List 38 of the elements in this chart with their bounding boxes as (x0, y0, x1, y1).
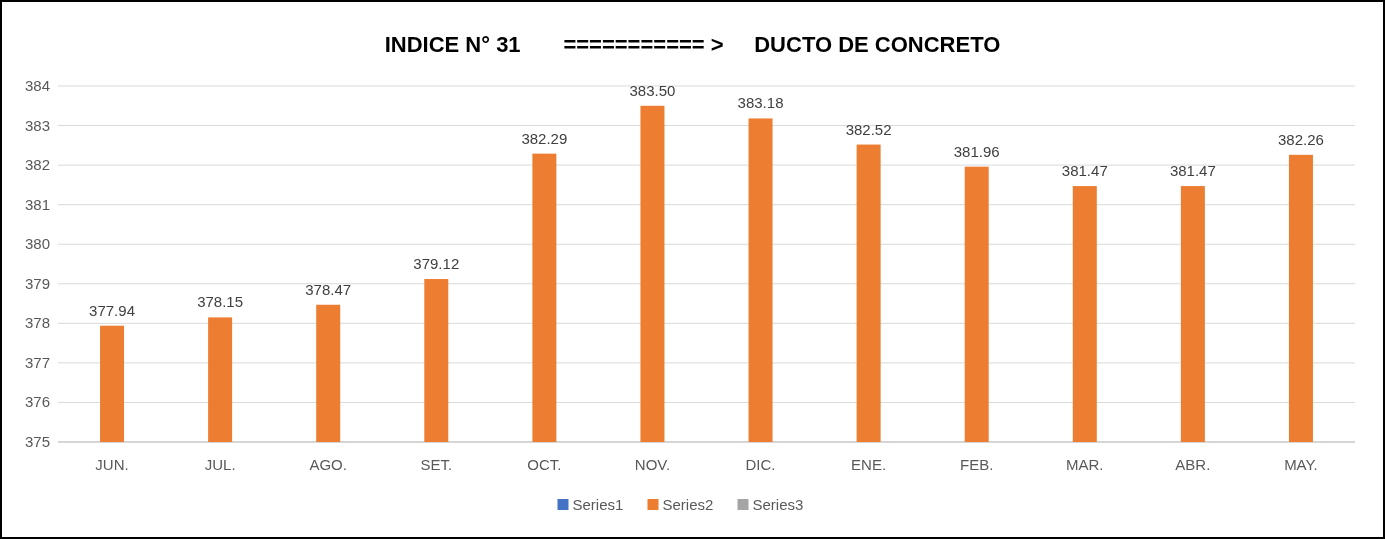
data-label: 377.94 (89, 301, 135, 319)
data-label: 379.12 (413, 255, 460, 273)
y-tick-label: 380 (24, 235, 50, 253)
x-tick-label: JUL. (204, 456, 236, 473)
data-label: 382.29 (521, 129, 568, 147)
legend-label: Series2 (662, 496, 714, 513)
y-tick-label: 378 (24, 314, 50, 332)
x-tick-label: OCT. (527, 456, 562, 473)
x-tick-label: MAR. (1066, 456, 1104, 473)
x-tick-label: AGO. (309, 456, 347, 473)
y-tick-label: 376 (24, 393, 50, 411)
data-label: 381.47 (1061, 162, 1108, 180)
y-tick-label: 377 (24, 353, 50, 371)
data-label: 381.47 (1169, 162, 1216, 180)
x-tick-label: ABR. (1175, 456, 1211, 473)
chart-title: INDICE N° 31 =========== > DUCTO DE CONCRETO (384, 32, 1001, 57)
data-label: 383.18 (737, 94, 784, 112)
data-label: 378.47 (305, 280, 352, 298)
y-tick-label: 383 (24, 116, 50, 134)
legend-label: Series1 (572, 496, 624, 513)
x-tick-label: DIC. (745, 456, 776, 473)
x-tick-label: SET. (420, 456, 453, 473)
data-label: 382.52 (845, 120, 892, 138)
legend-label: Series3 (752, 496, 804, 513)
data-label: 383.50 (629, 81, 676, 99)
x-tick-label: JUN. (95, 456, 129, 473)
x-tick-label: NOV. (634, 456, 671, 473)
y-tick-label: 381 (24, 195, 50, 213)
x-tick-label: FEB. (960, 456, 994, 473)
data-label: 381.96 (953, 142, 1000, 160)
y-tick-label: 382 (24, 156, 50, 174)
y-tick-label: 384 (24, 77, 50, 94)
y-tick-label: 379 (24, 274, 50, 292)
y-tick-label: 375 (24, 433, 50, 450)
data-label: 382.26 (1278, 130, 1324, 148)
x-tick-label: ENE. (851, 456, 887, 473)
data-label: 378.15 (197, 293, 244, 311)
x-tick-label: MAY. (1284, 456, 1318, 473)
